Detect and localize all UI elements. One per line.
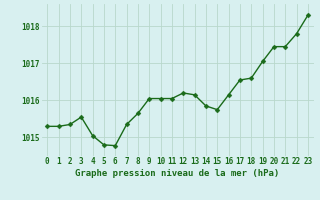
X-axis label: Graphe pression niveau de la mer (hPa): Graphe pression niveau de la mer (hPa) [76,169,280,178]
